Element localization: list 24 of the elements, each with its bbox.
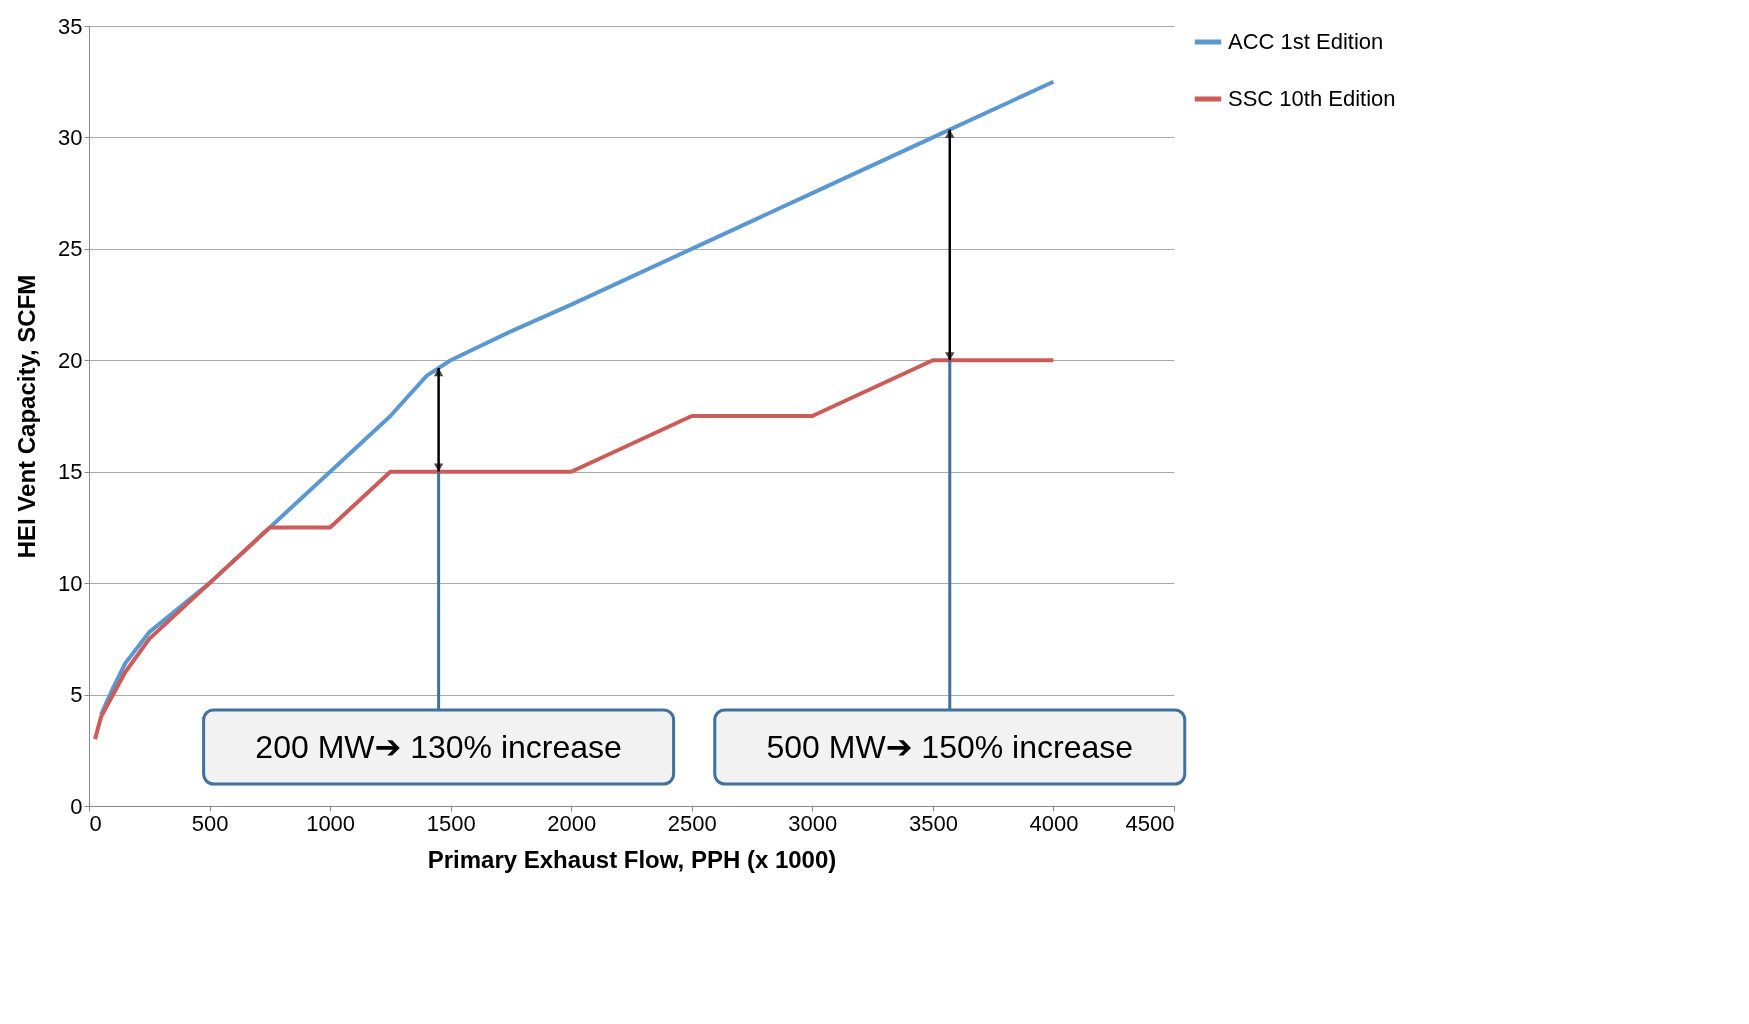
x-tick-label: 2000 [547, 810, 597, 836]
x-tick-label: 4000 [1029, 810, 1079, 836]
x-tick-label: 3500 [908, 810, 958, 836]
legend-label: ACC 1st Edition [1228, 29, 1384, 54]
y-tick-label: 10 [58, 570, 83, 596]
y-tick-label: 35 [58, 13, 83, 39]
y-tick-label: 0 [70, 793, 83, 819]
annotation: 200 MW➔ 130% increase [255, 729, 622, 765]
legend-label: SSC 10th Edition [1228, 86, 1396, 111]
y-tick-label: 5 [70, 682, 83, 708]
y-tick-label: 25 [58, 236, 83, 262]
x-axis-title: Primary Exhaust Flow, PPH (x 1000) [427, 845, 837, 873]
x-tick-label: 0 [89, 810, 102, 836]
annotation: 500 MW➔ 150% increase [766, 729, 1134, 765]
x-tick-label: 3000 [788, 810, 838, 836]
y-tick-label: 30 [58, 124, 83, 150]
x-tick-label: 2500 [667, 810, 717, 836]
x-tick-label: 4500 [1125, 810, 1175, 836]
y-axis-title: HEI Vent Capacity, SCFM [13, 274, 41, 559]
x-tick-label: 1000 [306, 810, 356, 836]
y-tick-label: 15 [58, 459, 83, 485]
x-tick-label: 1500 [426, 810, 476, 836]
x-tick-label: 500 [191, 810, 229, 836]
y-tick-label: 20 [58, 347, 83, 373]
